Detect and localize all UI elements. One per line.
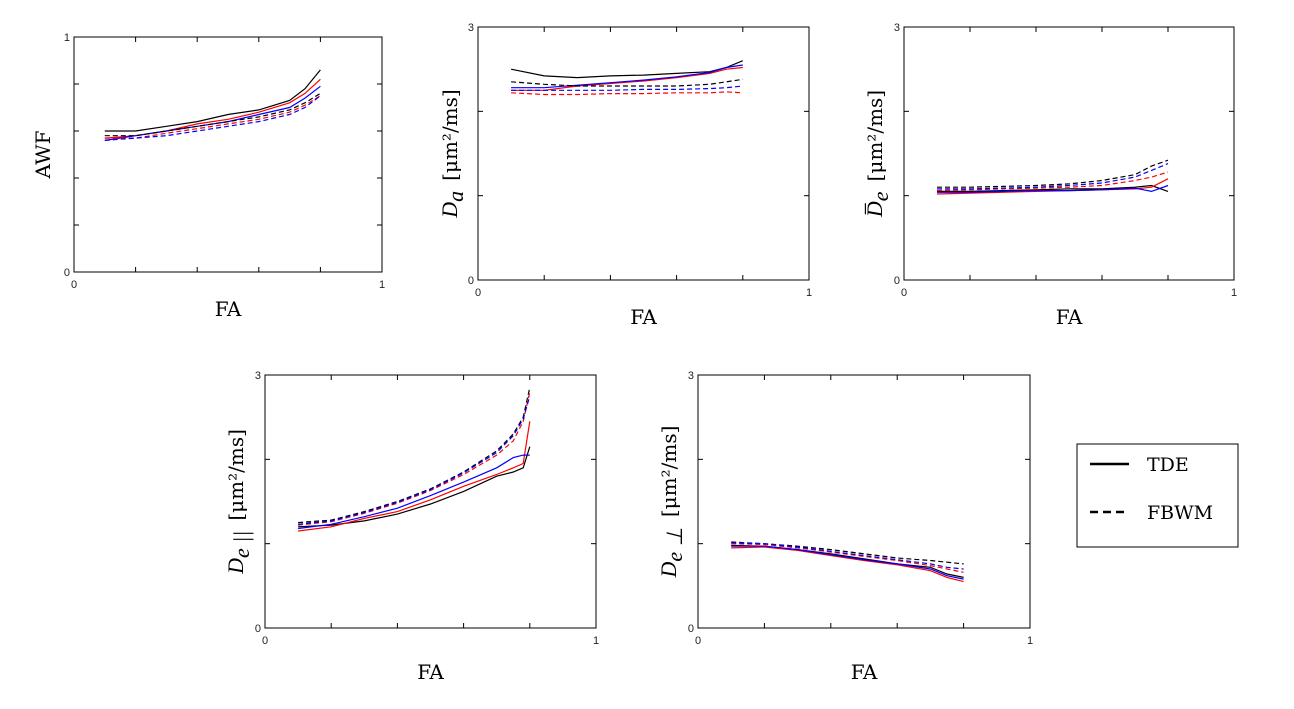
series-line-red-dashed [936,171,1169,192]
series-line-black-dashed [298,387,531,524]
series-line-red-dashed [511,91,743,96]
axes-frame [73,36,383,273]
x-tick-label: 1 [379,279,385,291]
axes-frame [477,26,810,281]
y-tick-label: 3 [894,22,900,34]
axes-frame [264,374,597,629]
series-line-red-solid [298,421,531,532]
y-tick-label: 3 [468,22,474,34]
series-line-black-dashed [937,159,1169,188]
series-line-red-dashed [104,95,321,139]
series-line-blue-solid [937,184,1169,193]
legend: TDE FBWM [1076,443,1239,548]
chart-panels: 0 1 0 1 FA AWF 0 1 0 3 FA Da [μm²/ms] 0 1 0 3 FA D̅e [μm²… [31,22,1237,684]
y-tick-label: 1 [64,32,70,44]
chart-panel-1: 0 1 0 1 FA AWF [31,32,385,321]
series-line-red-solid [511,66,743,91]
series-line-blue-solid [511,64,743,89]
chart-panel-3: 0 1 0 3 FA D̅e [μm²/ms] [862,22,1237,329]
x-axis-label: FA [215,297,242,321]
series-line-black-dashed [104,92,321,137]
axes-frame [903,26,1235,281]
series-line-red-dashed [731,543,964,573]
y-tick-label: 0 [468,275,474,287]
series-line-blue-solid [104,85,321,141]
series-line-red-dashed [298,391,531,526]
x-axis-label: FA [1056,305,1083,329]
series-line-blue-dashed [511,85,743,91]
series-line-blue-solid [731,545,964,580]
series-line-black-dashed [511,78,743,87]
x-axis-label: FA [851,660,878,684]
series-line-black-solid [731,544,964,578]
legend-label-fbwm: FBWM [1147,502,1213,524]
x-tick-label: 1 [593,635,599,647]
y-axis-label: D̅e [μm²/ms] [862,90,893,218]
y-axis-label: De ⊥ [μm²/ms] [656,426,687,579]
series-line-blue-dashed [937,163,1169,190]
y-tick-label: 0 [255,623,261,635]
y-tick-label: 3 [688,370,694,382]
x-axis-label: FA [417,660,444,684]
x-axis-label: FA [630,305,657,329]
series-line-black-solid [510,60,744,79]
series-line-red-solid [731,546,964,583]
y-tick-label: 3 [255,370,261,382]
legend-label-tde: TDE [1147,454,1189,476]
y-tick-label: 0 [894,275,900,287]
chart-panel-5: 0 1 0 3 FA De ⊥ [μm²/ms] [656,370,1033,684]
series-line-black-solid [298,446,531,528]
y-axis-label: De || [μm²/ms] [223,429,254,575]
series-line-blue-dashed [298,395,531,525]
chart-panel-2: 0 1 0 3 FA Da [μm²/ms] [437,22,812,329]
y-axis-label: Da [μm²/ms] [437,89,468,218]
series-line-blue-dashed [731,542,964,570]
y-tick-label: 0 [688,623,694,635]
series-line-black-solid [937,184,1169,192]
axes-frame [697,374,1031,629]
series-line-red-solid [104,78,321,139]
x-tick-label: 0 [71,279,77,291]
x-tick-label: 1 [806,287,812,299]
x-tick-label: 1 [1231,287,1237,299]
y-axis-label: AWF [31,130,55,179]
x-tick-label: 0 [695,635,701,647]
x-tick-label: 0 [262,635,268,647]
series-line-black-solid [104,69,321,132]
series-line-blue-dashed [104,95,321,141]
x-tick-label: 1 [1027,635,1033,647]
chart-panel-4: 0 1 0 3 FA De || [μm²/ms] [223,370,599,684]
legend-box [1076,443,1239,548]
x-tick-label: 0 [901,287,907,299]
y-tick-label: 0 [64,267,70,279]
series-line-blue-solid [298,454,530,530]
x-tick-label: 0 [475,287,481,299]
